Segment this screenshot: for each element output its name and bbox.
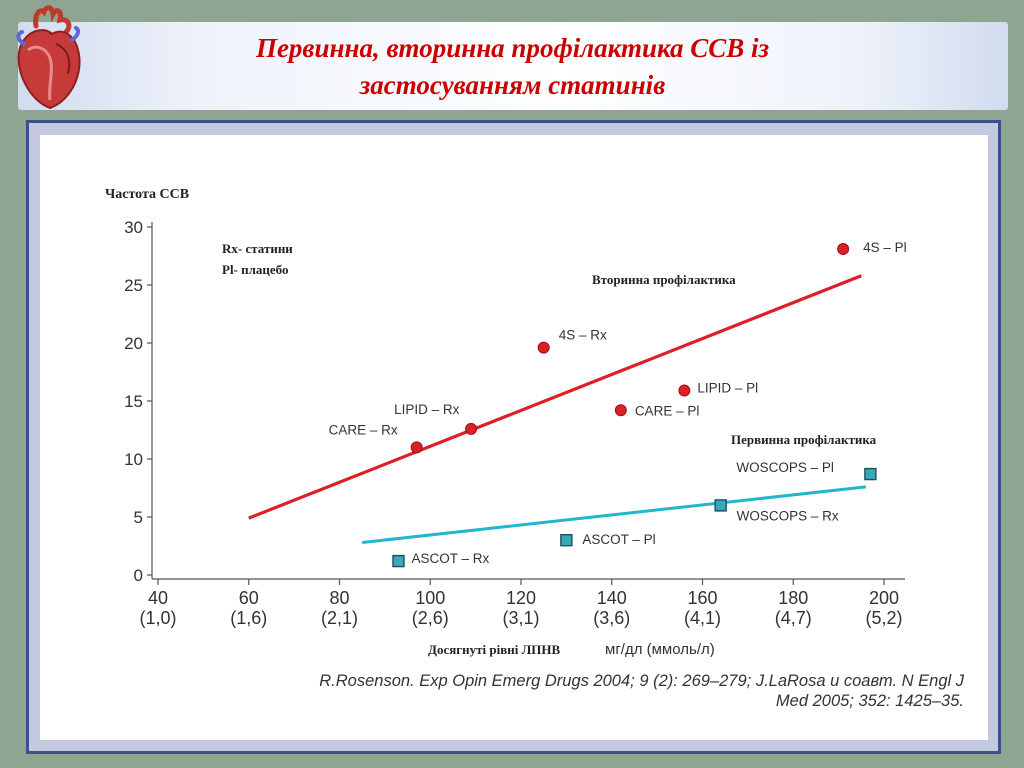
y-tick-label: 10 [124,450,143,469]
primary-point-label: WOSCOPS – Rx [737,508,839,523]
x-tick-sublabel: (1,6) [230,608,267,628]
primary-data-point [714,499,727,512]
secondary-data-point [537,341,550,354]
y-tick-label: 30 [124,218,143,237]
x-axis-title: Досягнуті рівні ЛПНВ [428,642,561,657]
primary-point-label: WOSCOPS – Pl [736,460,834,475]
slide-title-line1: Первинна, вторинна профілактика ССВ із [255,33,770,63]
secondary-data-point [410,441,423,454]
primary-series-label: Первинна профілактика [731,432,877,447]
x-tick-label: 200 [869,588,899,608]
legend-pl: Pl- плацебо [222,262,289,277]
x-tick-sublabel: (1,0) [139,608,176,628]
x-tick-sublabel: (3,6) [593,608,630,628]
y-tick-label: 25 [124,276,143,295]
secondary-point-label: 4S – Rx [559,328,607,343]
x-tick-sublabel: (4,1) [684,608,721,628]
secondary-point-label: CARE – Rx [329,422,398,437]
x-tick-label: 140 [597,588,627,608]
chart-panel [40,135,988,740]
primary-data-point [560,534,573,547]
x-tick-sublabel: (2,6) [412,608,449,628]
slide-title-line2: застосуванням статинів [359,70,666,100]
secondary-data-point [614,404,627,417]
x-tick-label: 40 [148,588,168,608]
x-tick-sublabel: (3,1) [502,608,539,628]
legend-rx: Rx- статини [222,241,293,256]
citation-line1: R.Rosenson. Exp Opin Emerg Drugs 2004; 9… [319,672,964,690]
y-tick-label: 5 [134,508,143,527]
x-tick-label: 180 [778,588,808,608]
anatomical-heart-icon [16,5,81,110]
secondary-point-label: LIPID – Rx [394,402,460,417]
primary-trend-line [362,485,867,545]
x-tick-label: 100 [415,588,445,608]
slide-title: Первинна, вторинна профілактика ССВ із з… [140,30,885,104]
y-tick-label: 0 [134,566,143,585]
citation-line2: Med 2005; 352: 1425–35. [776,692,964,710]
secondary-data-point [465,422,478,435]
x-tick-sublabel: (5,2) [865,608,902,628]
secondary-trend-line [248,274,862,520]
primary-point-label: ASCOT – Rx [411,551,489,566]
x-tick-label: 160 [687,588,717,608]
secondary-point-label: CARE – Pl [635,403,700,418]
secondary-point-label: 4S – Pl [863,240,907,255]
x-tick-label: 80 [329,588,349,608]
header-band [18,22,1008,110]
x-tick-label: 60 [239,588,259,608]
x-tick-sublabel: (2,1) [321,608,358,628]
secondary-data-point [837,243,850,256]
y-tick-label: 20 [124,334,143,353]
y-tick-label: 15 [124,392,143,411]
x-tick-sublabel: (4,7) [775,608,812,628]
y-axis-title: Частота ССВ [105,187,189,202]
primary-data-point [864,467,877,481]
x-axis-unit: мг/дл (ммоль/л) [605,641,715,658]
primary-point-label: ASCOT – Pl [582,532,655,547]
secondary-series-label: Вторинна профілактика [592,272,736,287]
x-tick-label: 120 [506,588,536,608]
primary-data-point [392,554,405,568]
secondary-data-point [678,384,691,397]
secondary-point-label: LIPID – Pl [697,381,758,396]
